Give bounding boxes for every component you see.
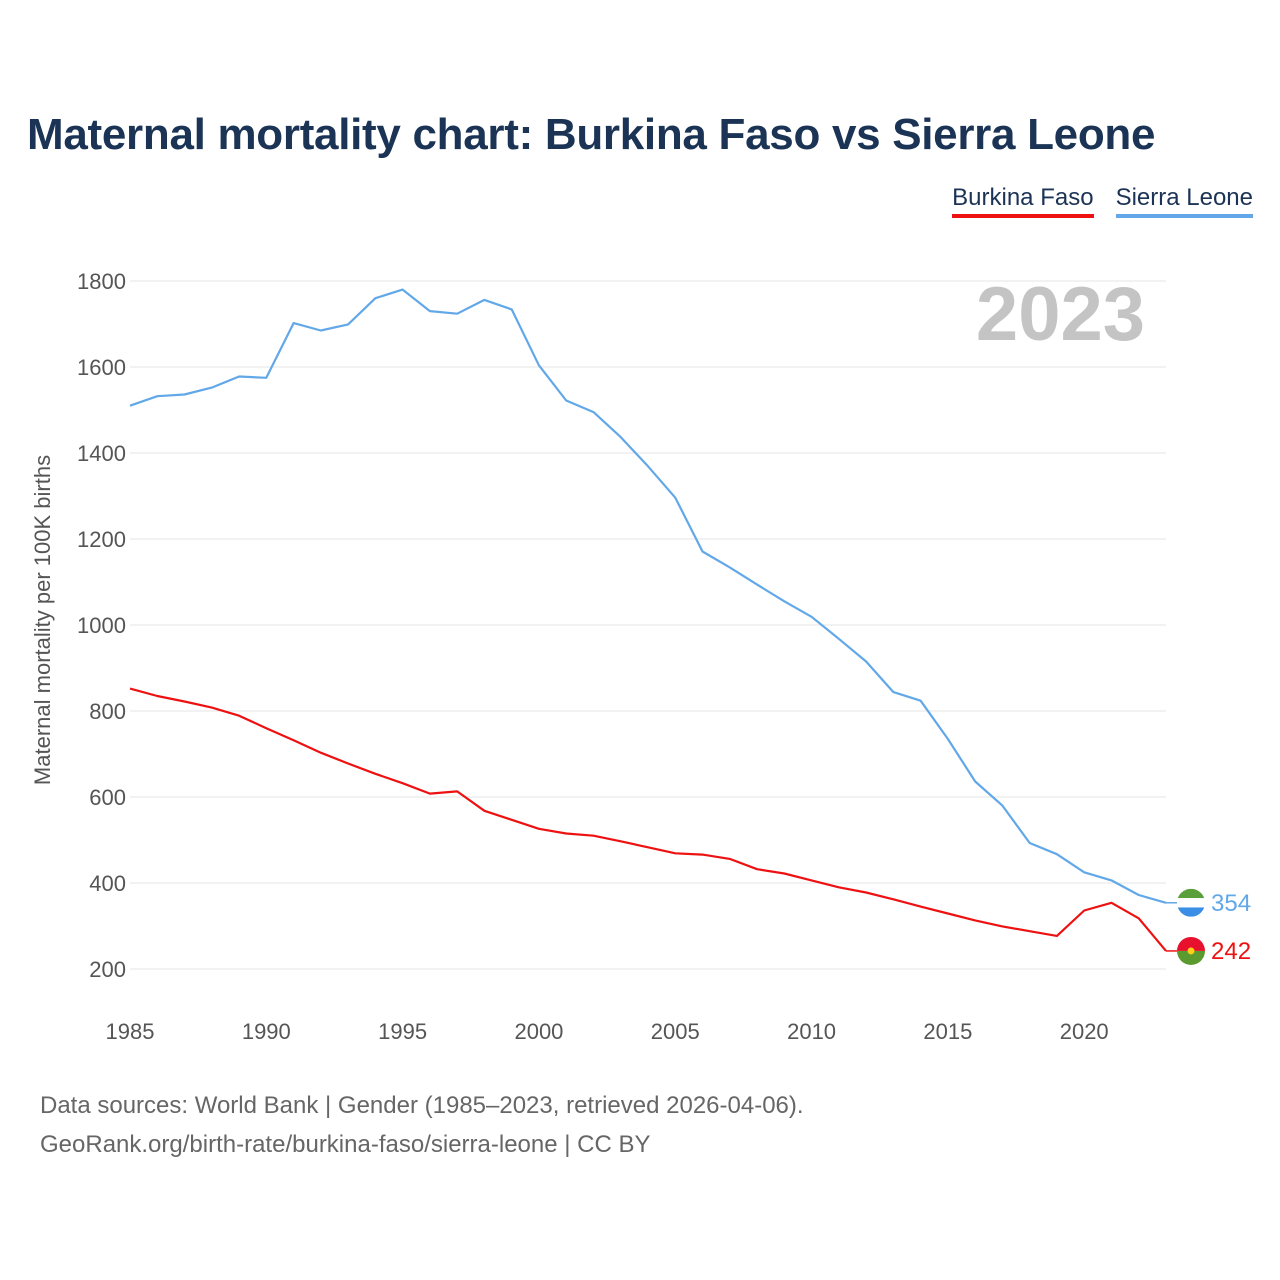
y-tick-600: 600 xyxy=(89,785,126,810)
chart-title: Maternal mortality chart: Burkina Faso v… xyxy=(27,110,1156,159)
y-axis-label: Maternal mortality per 100K births xyxy=(30,455,55,785)
y-tick-1600: 1600 xyxy=(77,355,126,380)
x-tick-2015: 2015 xyxy=(923,1019,972,1044)
x-tick-1990: 1990 xyxy=(242,1019,291,1044)
x-tick-2000: 2000 xyxy=(514,1019,563,1044)
series-lines xyxy=(129,288,1167,952)
y-tick-200: 200 xyxy=(89,957,126,982)
grid-lines xyxy=(130,280,1166,970)
series-line-sierra-leone[interactable] xyxy=(129,288,1167,904)
year-watermark: 2023 xyxy=(976,272,1145,357)
y-tick-1000: 1000 xyxy=(77,613,126,638)
x-tick-2020: 2020 xyxy=(1060,1019,1109,1044)
end-label-sierra-leone: 354 xyxy=(1211,890,1251,917)
flag-icon-sierra-leone xyxy=(1177,888,1205,917)
y-tick-800: 800 xyxy=(89,699,126,724)
source-note: Data sources: World Bank | Gender (1985–… xyxy=(40,1092,804,1119)
y-tick-labels: 200 400 600 800 1000 1200 1400 1600 1800 xyxy=(77,269,126,982)
footer: Data sources: World Bank | Gender (1985–… xyxy=(40,1086,804,1164)
legend-item-burkina-faso[interactable]: Burkina Faso xyxy=(952,184,1094,218)
series-line-burkina-faso[interactable] xyxy=(129,687,1167,952)
source-link[interactable]: GeoRank.org/birth-rate/burkina-faso/sier… xyxy=(40,1131,651,1158)
y-tick-400: 400 xyxy=(89,871,126,896)
y-tick-1200: 1200 xyxy=(77,527,126,552)
end-markers: 354 242 xyxy=(1166,888,1251,965)
y-tick-1400: 1400 xyxy=(77,441,126,466)
x-tick-labels: 1985 1990 1995 2000 2005 2010 2015 2020 xyxy=(106,1019,1109,1044)
flag-icon-burkina-faso xyxy=(1177,936,1205,965)
end-label-burkina-faso: 242 xyxy=(1211,938,1251,965)
y-tick-1800: 1800 xyxy=(77,269,126,294)
x-tick-1995: 1995 xyxy=(378,1019,427,1044)
x-tick-1985: 1985 xyxy=(106,1019,155,1044)
x-tick-2010: 2010 xyxy=(787,1019,836,1044)
legend-item-sierra-leone[interactable]: Sierra Leone xyxy=(1115,184,1253,218)
x-tick-2005: 2005 xyxy=(651,1019,700,1044)
legend: Burkina Faso Sierra Leone xyxy=(952,184,1253,218)
